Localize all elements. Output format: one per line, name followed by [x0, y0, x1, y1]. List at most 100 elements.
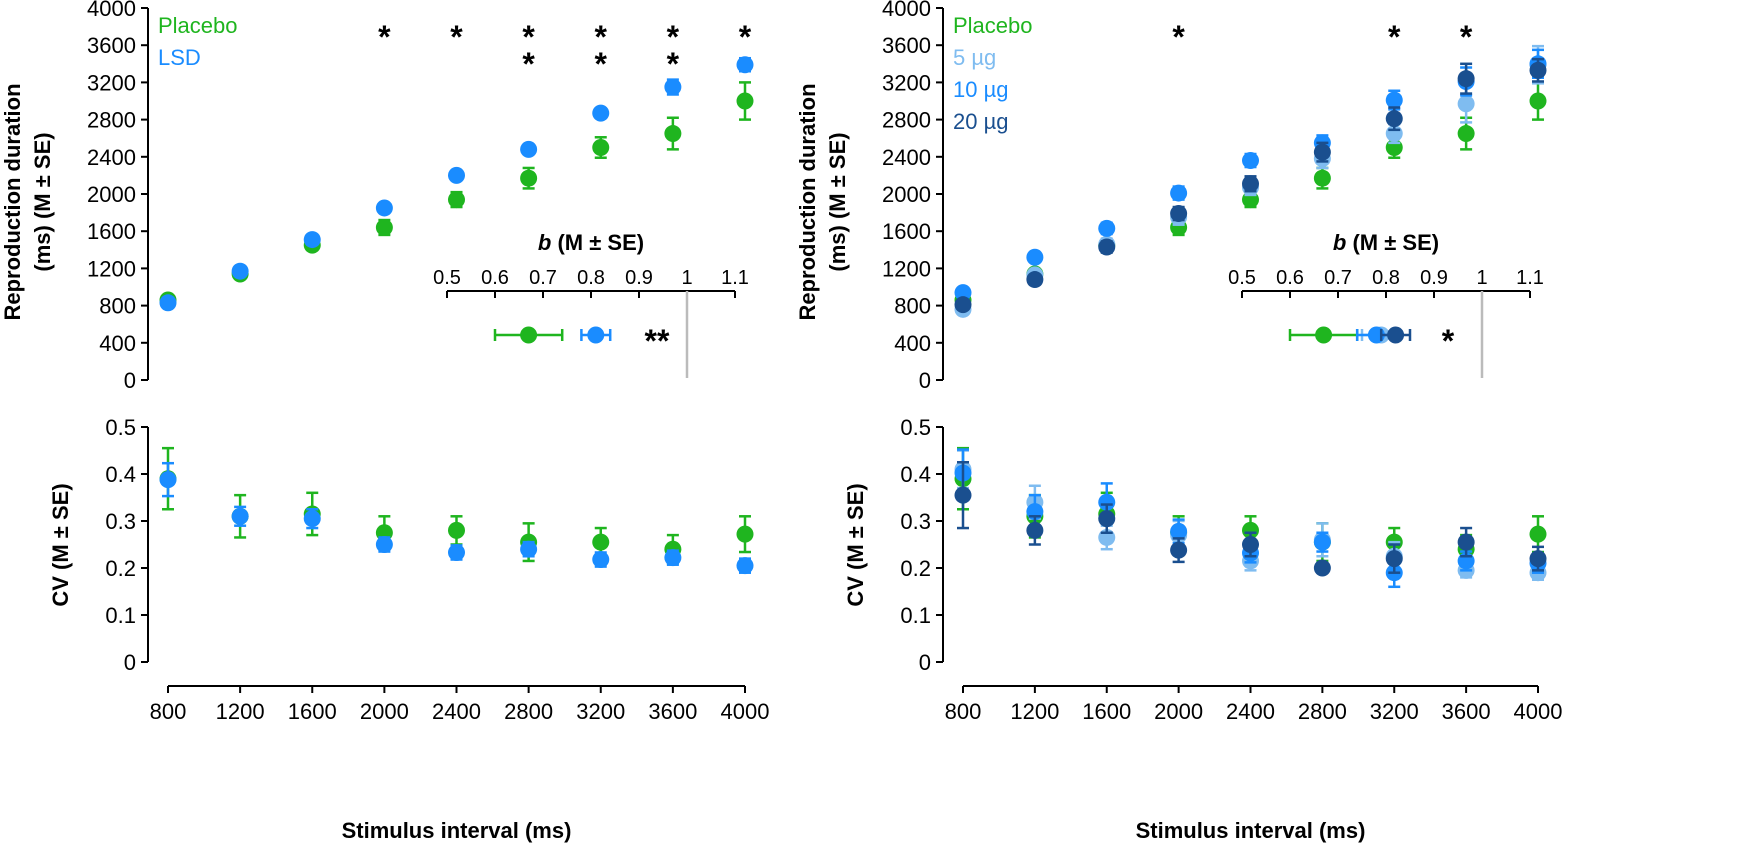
- series-dose20: [954, 461, 1547, 577]
- y-tick-label: 0: [124, 650, 136, 675]
- series-lsd: [159, 461, 754, 575]
- x-tick-label: 800: [150, 699, 187, 724]
- data-point: [448, 521, 465, 539]
- data-point: [1529, 61, 1547, 79]
- data-point: [1313, 559, 1331, 577]
- inset-significance: **: [645, 323, 670, 359]
- inset-significance: *: [1442, 323, 1455, 359]
- x-tick-label: 1600: [1082, 699, 1131, 724]
- data-point: [520, 169, 538, 187]
- inset-title-rest: (M ± SE): [551, 230, 644, 255]
- y-tick-label: 2800: [87, 108, 136, 133]
- x-tick-label: 2400: [432, 699, 481, 724]
- legend-entry: Placebo: [158, 13, 238, 38]
- inset-tick-label: 0.9: [625, 267, 653, 289]
- data-point: [448, 191, 465, 209]
- data-point: [592, 551, 610, 569]
- x-tick-label: 1600: [288, 699, 337, 724]
- data-point: [664, 78, 682, 96]
- data-point: [736, 557, 754, 575]
- data-point: [1170, 205, 1188, 223]
- y-tick-label: 1200: [87, 256, 136, 281]
- y-tick-label: 2000: [882, 182, 931, 207]
- data-point: [954, 486, 972, 504]
- y-tick-label: 1600: [882, 219, 931, 244]
- y-tick-label: 0: [124, 368, 136, 393]
- inset-title: b (M ± SE): [1333, 230, 1439, 255]
- inset-tick-label: 0.7: [1324, 267, 1352, 289]
- y-axis-label: CV (M ± SE): [843, 483, 868, 606]
- data-point: [1385, 91, 1403, 109]
- inset-tick-label: 0.8: [577, 267, 605, 289]
- y-tick-label: 0: [919, 650, 931, 675]
- significance-star: *: [1388, 19, 1401, 55]
- inset-title-variable: b: [1333, 230, 1346, 255]
- x-tick-label: 1200: [216, 699, 265, 724]
- data-point: [303, 510, 321, 528]
- inset-tick-label: 0.7: [529, 267, 557, 289]
- data-point: [303, 231, 321, 249]
- data-point: [1457, 95, 1475, 113]
- y-tick-label: 3600: [87, 33, 136, 58]
- data-point: [1385, 550, 1403, 568]
- significance-star: *: [739, 19, 752, 55]
- data-point: [1242, 175, 1259, 193]
- y-axis-label: Reproduction duration: [795, 83, 820, 320]
- y-tick-label: 0.5: [105, 415, 136, 440]
- data-point: [1313, 533, 1331, 551]
- data-point: [1242, 536, 1259, 553]
- y-tick-label: 4000: [87, 0, 136, 21]
- inset-tick-label: 1: [1476, 267, 1487, 289]
- data-point: [1098, 510, 1116, 528]
- y-tick-label: 0.4: [105, 462, 136, 487]
- x-tick-label: 3200: [1370, 699, 1419, 724]
- data-point: [664, 125, 682, 143]
- significance-star: *: [378, 19, 391, 55]
- data-point: [375, 218, 393, 236]
- x-tick-label: 1200: [1010, 699, 1059, 724]
- data-point: [592, 533, 610, 551]
- inset-tick-label: 0.9: [1420, 267, 1448, 289]
- data-point: [736, 92, 754, 110]
- data-point: [1242, 521, 1259, 539]
- legend-entry: 5 µg: [953, 45, 996, 70]
- y-tick-label: 2400: [87, 145, 136, 170]
- data-point: [1529, 92, 1547, 110]
- significance-star: *: [450, 19, 463, 55]
- data-point: [954, 296, 972, 314]
- data-point: [736, 525, 754, 543]
- data-point: [1026, 271, 1044, 289]
- panel-top-right: 0 400 800 1200 1600 2000 2400 2800 3200 3600 4000 R…: [795, 0, 1547, 393]
- data-point: [375, 536, 393, 553]
- inset-tick-label: 0.6: [1276, 267, 1304, 289]
- legend-entry: 10 µg: [953, 77, 1009, 102]
- data-point: [1457, 70, 1475, 88]
- legend-entry: Placebo: [953, 13, 1033, 38]
- data-point: [231, 262, 249, 280]
- legend-entry: 20 µg: [953, 109, 1009, 134]
- panel-bottom-left: 0 0.1 0.2 0.3 0.4 0.5 CV (M ± SE) 800 1200 1600 20…: [48, 415, 769, 843]
- y-axis-label: Reproduction duration: [0, 83, 25, 320]
- x-tick-label: 2800: [504, 699, 553, 724]
- data-point: [520, 540, 538, 558]
- x-tick-label: 2400: [1226, 699, 1275, 724]
- significance-star: *: [667, 19, 680, 55]
- data-point: [592, 104, 610, 122]
- data-point: [1170, 184, 1188, 202]
- x-axis-label: Stimulus interval (ms): [342, 818, 572, 843]
- x-axis-label: Stimulus interval (ms): [1136, 818, 1366, 843]
- significance-star: *: [595, 46, 608, 82]
- data-point: [520, 140, 538, 158]
- data-point: [159, 471, 177, 489]
- significance-star: *: [522, 19, 535, 55]
- x-tick-label: 3600: [648, 699, 697, 724]
- significance-star: *: [522, 46, 535, 82]
- series-dose20: [954, 57, 1547, 314]
- y-tick-label: 0: [919, 368, 931, 393]
- data-point: [1098, 493, 1116, 511]
- inset-tick-label: 0.5: [1228, 267, 1256, 289]
- inset-tick-label: 1.1: [1516, 267, 1544, 289]
- y-tick-label: 800: [99, 294, 136, 319]
- data-point: [736, 56, 754, 74]
